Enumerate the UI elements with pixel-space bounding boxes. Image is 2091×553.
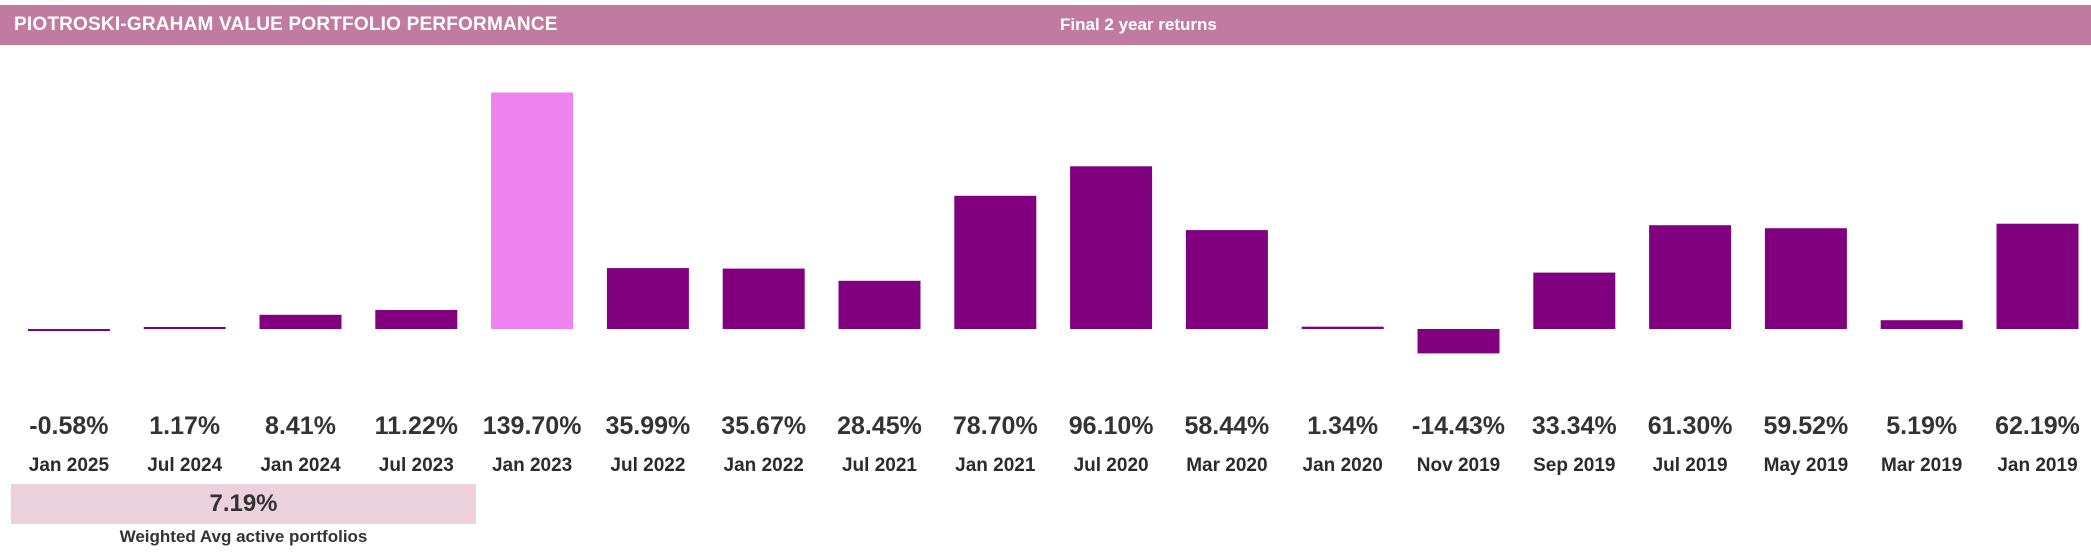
bar-jul-2023 [375, 310, 458, 329]
data-label: 1.34% [1307, 412, 1379, 440]
bar-nov-2019 [1417, 329, 1500, 354]
bar-sep-2019 [1533, 272, 1616, 329]
data-label: 35.67% [721, 412, 807, 440]
category-label: May 2019 [1763, 455, 1849, 476]
category-label: Jan 2022 [723, 455, 804, 476]
data-label: 78.70% [952, 412, 1038, 440]
bar-jul-2024 [143, 327, 226, 329]
data-label: 35.99% [605, 412, 691, 440]
weighted-average-value: 7.19% [209, 490, 278, 517]
category-label: Jan 2025 [28, 455, 110, 476]
category-label: Jan 2024 [260, 455, 341, 476]
data-label: 5.19% [1886, 412, 1958, 440]
data-label: 59.52% [1763, 412, 1849, 440]
bar-jan-2020 [1301, 326, 1384, 329]
bar-chart [27, 92, 2079, 354]
category-label: Jul 2020 [1073, 455, 1149, 476]
data-label: 62.19% [1995, 412, 2080, 440]
category-label: Jul 2019 [1652, 455, 1728, 476]
chart-subtitle: Final 2 year returns [1060, 15, 1217, 34]
category-label: Jan 2019 [1997, 455, 2078, 476]
category-label: Jan 2023 [491, 455, 573, 476]
bar-mar-2020 [1185, 230, 1268, 329]
bar-jan-2023 [491, 92, 574, 329]
weighted-average-label: Weighted Avg active portfolios [119, 527, 368, 546]
data-label: -0.58% [29, 412, 109, 440]
data-label: 61.30% [1647, 412, 1733, 440]
category-label: Sep 2019 [1533, 455, 1616, 476]
category-label: Jul 2022 [610, 455, 686, 476]
page-title: PIOTROSKI-GRAHAM VALUE PORTFOLIO PERFORM… [14, 14, 558, 35]
category-label: Mar 2019 [1881, 455, 1963, 476]
bar-may-2019 [1764, 228, 1847, 329]
bar-mar-2019 [1880, 320, 1963, 329]
category-label: Jan 2021 [955, 455, 1036, 476]
bar-jul-2021 [838, 280, 921, 329]
category-label: Jul 2023 [378, 455, 454, 476]
data-label: 11.22% [374, 412, 458, 440]
bar-jul-2020 [1070, 166, 1153, 329]
data-label: 139.70% [482, 412, 582, 440]
data-label: 28.45% [837, 412, 922, 440]
bar-jan-2019 [1996, 223, 2079, 329]
category-label: Jul 2024 [147, 455, 223, 476]
bar-jan-2025 [27, 329, 110, 331]
bar-jan-2021 [954, 195, 1037, 329]
bar-jul-2019 [1649, 225, 1732, 329]
data-label: 33.34% [1531, 412, 1617, 440]
bar-jan-2024 [259, 314, 342, 329]
data-label: 58.44% [1184, 412, 1270, 440]
header-bar: PIOTROSKI-GRAHAM VALUE PORTFOLIO PERFORM… [0, 5, 2091, 45]
bar-jan-2022 [722, 268, 805, 329]
data-label: -14.43% [1411, 412, 1506, 440]
bar-jul-2022 [606, 268, 689, 329]
data-label: 96.10% [1068, 412, 1154, 440]
category-label: Jan 2020 [1302, 455, 1383, 476]
weighted-average-box: 7.19% [11, 484, 476, 524]
data-label: 8.41% [265, 412, 336, 440]
data-label: 1.17% [149, 412, 221, 440]
category-label: Jul 2021 [841, 455, 917, 476]
category-label: Nov 2019 [1416, 455, 1501, 476]
category-label: Mar 2020 [1186, 455, 1268, 476]
